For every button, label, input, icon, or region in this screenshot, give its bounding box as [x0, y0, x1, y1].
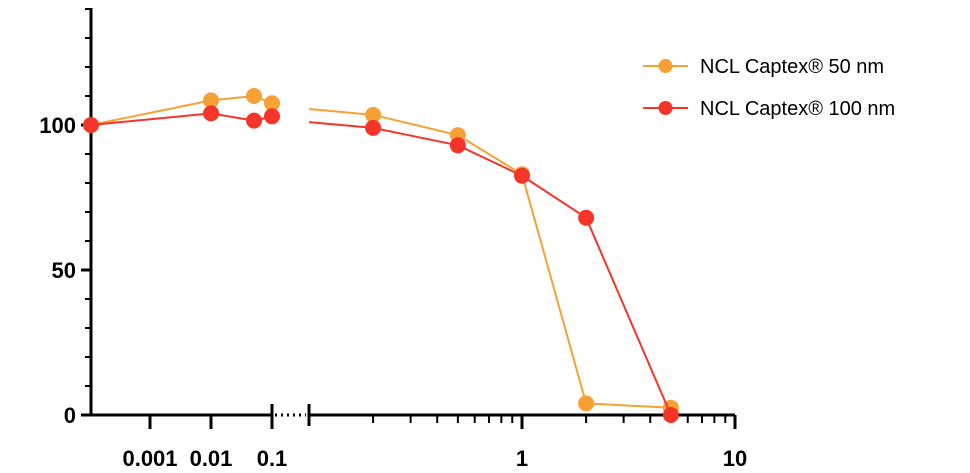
data-point [264, 95, 280, 112]
plot-area [83, 88, 679, 423]
legend-label: NCL Captex® 50 nm [700, 56, 884, 78]
data-point [449, 137, 466, 154]
legend-item-50nm: NCL Captex® 50 nm [643, 56, 884, 78]
data-point [83, 117, 99, 133]
x-tick-label: 0.1 [257, 446, 288, 471]
axes [81, 8, 737, 429]
legend: NCL Captex® 50 nm NCL Captex® 100 nm [643, 56, 895, 120]
x-tick-label: 0.001 [122, 446, 177, 471]
data-point [246, 88, 262, 104]
x-tick-label: 0.01 [190, 446, 233, 471]
data-point [365, 106, 382, 123]
y-ticks: 100 50 0 [39, 113, 76, 428]
data-point [365, 119, 382, 136]
series-50nm [83, 88, 679, 416]
data-point [203, 105, 219, 122]
data-point [246, 112, 262, 129]
y-tick-label: 50 [52, 258, 76, 283]
legend-item-100nm: NCL Captex® 100 nm [643, 98, 895, 120]
series-line [90, 94, 273, 126]
series-line-lead [308, 121, 374, 129]
x-tick-label: 1 [516, 446, 528, 471]
legend-label: NCL Captex® 100 nm [700, 98, 895, 120]
data-point [578, 209, 595, 226]
x-tick-label: 10 [723, 446, 747, 471]
x-ticks: 0.001 0.01 0.1 1 10 [122, 446, 747, 471]
data-point [514, 167, 530, 184]
data-point [264, 108, 280, 125]
data-point [578, 395, 595, 412]
legend-marker [658, 59, 673, 73]
y-tick-label: 0 [64, 403, 76, 428]
series-100nm [83, 105, 679, 423]
x-minor-ticks [148, 404, 737, 429]
data-point [203, 92, 219, 109]
series-line-lead [308, 108, 374, 116]
data-point [662, 407, 679, 423]
series-line [90, 112, 273, 126]
y-tick-label: 100 [39, 113, 76, 138]
series-line [372, 113, 671, 409]
legend-marker [658, 101, 673, 115]
